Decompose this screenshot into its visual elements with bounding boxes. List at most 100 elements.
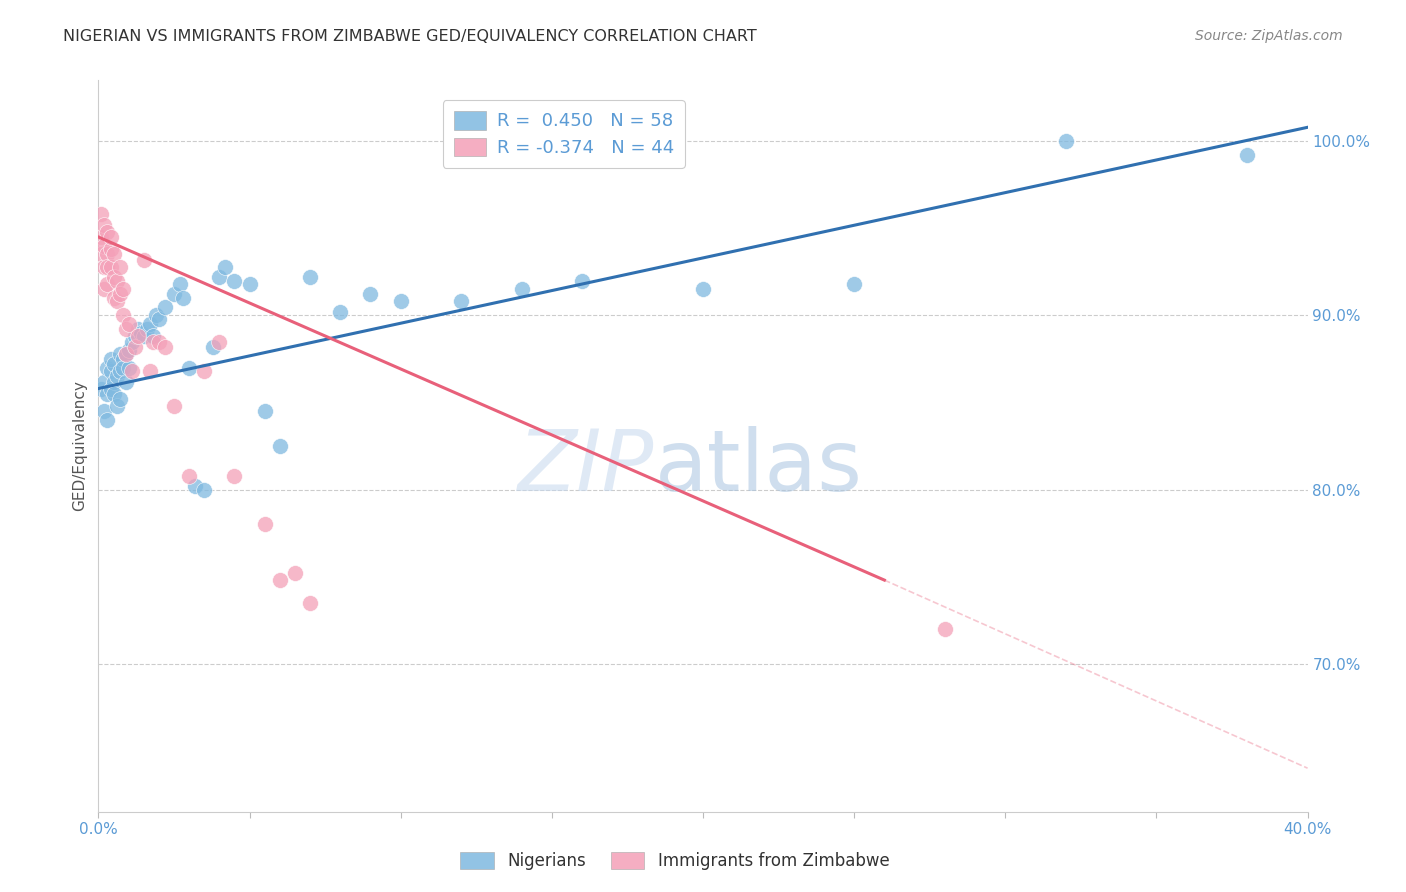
Point [96,225,118,239]
Point [132,252,155,267]
Text: atlas: atlas [655,426,863,509]
Point [114,347,136,361]
Point [193,483,215,497]
Point [208,334,231,349]
Point [142,334,165,349]
Point [269,439,291,453]
Point [224,468,246,483]
Point [148,334,170,349]
Point [118,317,141,331]
Point [100,242,122,256]
Point [93,260,115,274]
Point [93,218,115,232]
Point [100,351,122,366]
Point [214,260,236,274]
Point [172,291,194,305]
Point [108,364,131,378]
Point [96,260,118,274]
Point [299,270,322,285]
Point [90,382,112,396]
Point [90,247,112,261]
Point [153,340,176,354]
Point [145,309,167,323]
Point [103,270,125,285]
Point [934,622,956,636]
Point [93,404,115,418]
Point [121,334,143,349]
Point [90,230,112,244]
Point [1054,134,1077,148]
Point [108,347,131,361]
Point [96,277,118,291]
Point [284,566,307,581]
Point [510,282,533,296]
Point [253,404,276,418]
Point [108,392,131,406]
Point [96,247,118,261]
Point [108,287,131,301]
Point [100,260,122,274]
Point [105,274,128,288]
Point [450,294,472,309]
Point [153,300,176,314]
Point [114,322,136,336]
Point [100,364,122,378]
Point [108,260,131,274]
Point [90,207,112,221]
Point [269,573,291,587]
Point [96,360,118,375]
Point [184,479,207,493]
Point [208,270,231,285]
Text: NIGERIAN VS IMMIGRANTS FROM ZIMBABWE GED/EQUIVALENCY CORRELATION CHART: NIGERIAN VS IMMIGRANTS FROM ZIMBABWE GED… [63,29,756,45]
Point [179,360,201,375]
Point [124,340,146,354]
Point [1236,148,1258,162]
Point [139,317,162,331]
Point [105,369,128,384]
Point [111,360,134,375]
Point [299,596,322,610]
Point [202,340,225,354]
Legend: R =  0.450   N = 58, R = -0.374   N = 44: R = 0.450 N = 58, R = -0.374 N = 44 [443,100,685,168]
Point [103,357,125,371]
Legend: Nigerians, Immigrants from Zimbabwe: Nigerians, Immigrants from Zimbabwe [454,845,896,877]
Point [103,375,125,389]
Point [253,517,276,532]
Point [114,347,136,361]
Text: ZIP: ZIP [519,426,655,509]
Point [111,309,134,323]
Point [96,413,118,427]
Point [124,329,146,343]
Point [127,329,149,343]
Point [193,364,215,378]
Point [132,329,155,343]
Point [100,382,122,396]
Point [329,305,352,319]
Point [844,277,866,291]
Point [142,329,165,343]
Point [96,386,118,401]
Point [135,322,157,336]
Point [103,291,125,305]
Point [118,343,141,358]
Point [163,399,186,413]
Point [163,287,186,301]
Y-axis label: GED/Equivalency: GED/Equivalency [72,381,87,511]
Point [118,360,141,375]
Point [389,294,412,309]
Point [111,351,134,366]
Point [169,277,191,291]
Point [127,322,149,336]
Point [103,386,125,401]
Point [100,230,122,244]
Point [93,238,115,252]
Point [129,326,152,340]
Point [360,287,382,301]
Point [105,399,128,413]
Point [93,282,115,296]
Point [111,282,134,296]
Point [103,247,125,261]
Point [139,364,162,378]
Point [571,274,593,288]
Point [179,468,201,483]
